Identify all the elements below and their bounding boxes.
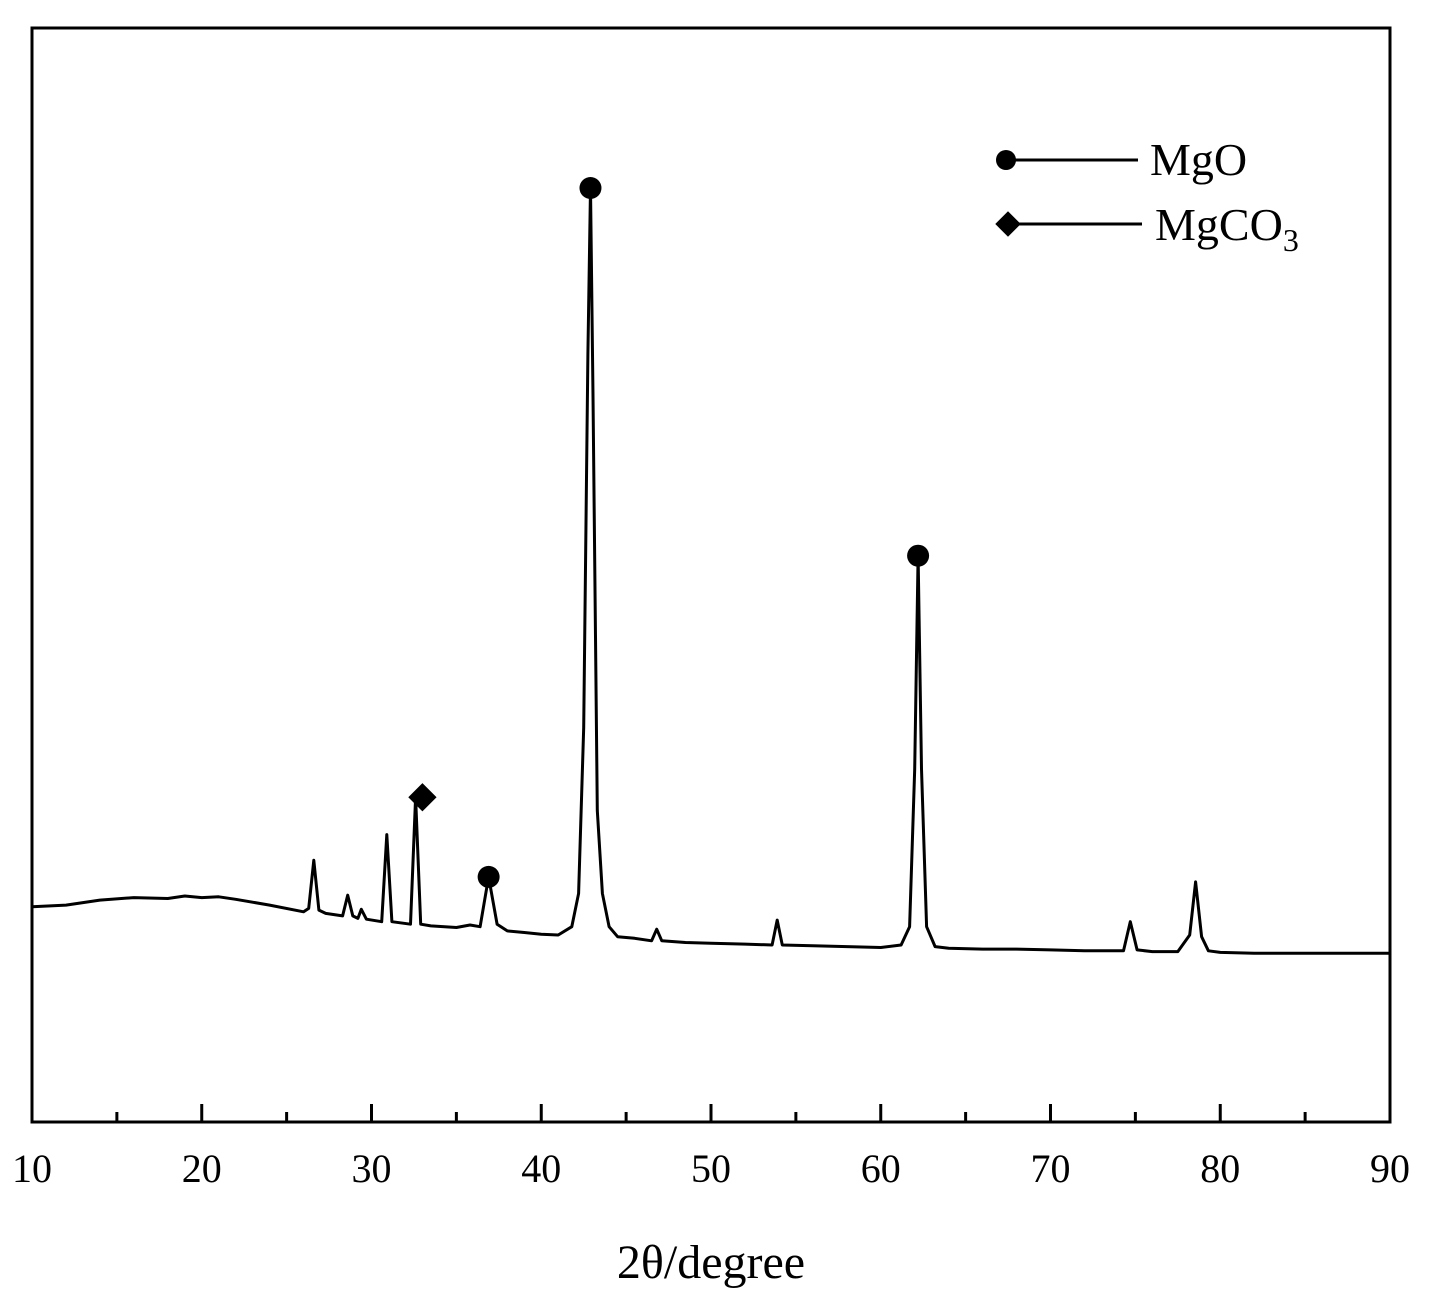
x-axis-tick-labels: 10 20 30 40 50 60 70 80 90: [12, 1146, 1410, 1191]
x-tick-label: 90: [1370, 1146, 1410, 1191]
x-tick-label: 30: [352, 1146, 392, 1191]
x-axis-title: 2θ/degree: [617, 1236, 805, 1289]
legend-label-mgco3-subscript: 3: [1283, 222, 1299, 258]
x-tick-label: 70: [1031, 1146, 1071, 1191]
x-tick-label: 20: [182, 1146, 222, 1191]
x-axis-ticks: [30, 1104, 1392, 1122]
x-tick-label: 40: [521, 1146, 561, 1191]
x-tick-label: 80: [1200, 1146, 1240, 1191]
mgco3-peak-marker: [408, 783, 437, 812]
xrd-pattern-line: [31, 186, 1390, 955]
mgo-peak-marker: [477, 865, 500, 888]
legend-label-mgco3-main: MgCO: [1155, 199, 1283, 250]
legend: MgO MgCO3: [995, 134, 1299, 258]
x-tick-label: 50: [691, 1146, 731, 1191]
mgo-peak-marker: [579, 177, 602, 199]
legend-label-mgo: MgO: [1150, 134, 1247, 185]
x-tick-label: 60: [861, 1146, 901, 1191]
legend-label-mgco3: MgCO3: [1155, 199, 1299, 258]
x-tick-label: 10: [12, 1146, 52, 1191]
mgo-peak-marker: [907, 544, 930, 567]
peak-markers: [408, 177, 930, 888]
plot-frame: [30, 26, 1392, 1124]
